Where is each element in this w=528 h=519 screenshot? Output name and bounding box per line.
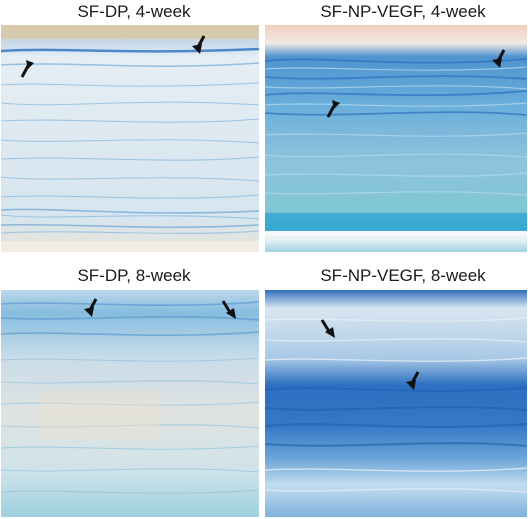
- micrograph-image: [1, 25, 259, 252]
- arrow-icon: [190, 34, 208, 56]
- micrograph-image: [265, 25, 527, 252]
- arrow-icon: [319, 318, 337, 340]
- micrograph-image: [1, 290, 259, 517]
- panel-title-sf-dp-4week: SF-DP, 4-week: [77, 2, 191, 21]
- arrow-icon: [82, 297, 100, 319]
- arrow-icon: [220, 299, 238, 321]
- panel-title-sf-np-vegf-8week: SF-NP-VEGF, 8-week: [320, 266, 486, 285]
- micrograph-sf-dp-8week: [1, 290, 259, 517]
- arrow-icon: [490, 48, 508, 70]
- arrow-icon: [18, 57, 36, 79]
- micrograph-sf-np-vegf-4week: [265, 25, 527, 252]
- panel-title-sf-np-vegf-4week: SF-NP-VEGF, 4-week: [320, 2, 486, 21]
- micrograph-image: [265, 290, 527, 517]
- micrograph-sf-np-vegf-8week: [265, 290, 527, 517]
- arrow-icon: [404, 370, 422, 392]
- arrow-icon: [324, 97, 342, 119]
- micrograph-sf-dp-4week: [1, 25, 259, 252]
- panel-title-sf-dp-8week: SF-DP, 8-week: [77, 266, 191, 285]
